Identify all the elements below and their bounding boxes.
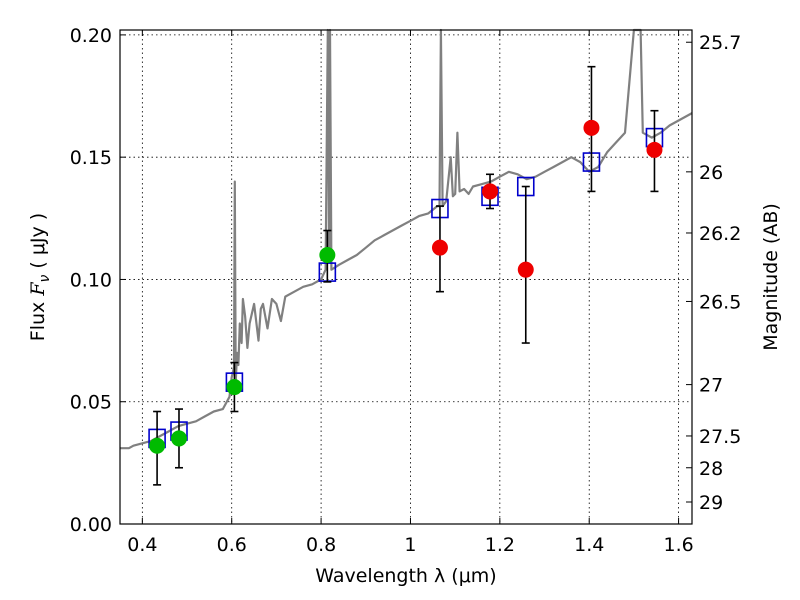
grid-layer <box>120 30 692 525</box>
y-tick-label: 0.00 <box>70 514 112 536</box>
x-tick-label: 1.6 <box>663 534 693 556</box>
x-tick-label: 1.2 <box>485 534 515 556</box>
observed-data-point <box>149 437 166 454</box>
x-tick-label: 0.4 <box>127 534 157 556</box>
x-tick-label: 1 <box>404 534 416 556</box>
y-tick-label: 0.10 <box>70 269 112 291</box>
y-tick-label: 0.15 <box>70 147 112 169</box>
series-layer <box>120 28 693 486</box>
tick-layer: 0.4 0.6 0.8 1 1.2 1.4 1.6 0.00 0.05 0.10 0.15 0.20 2… <box>70 25 742 556</box>
observed-data-point <box>646 141 663 158</box>
x-tick-label: 1.4 <box>574 534 604 556</box>
observed-data-point <box>482 183 499 200</box>
observed-data-point <box>583 119 600 136</box>
x-axis-label: Wavelength λ (μm) <box>315 565 496 587</box>
y2-tick-label: 25.7 <box>699 32 741 54</box>
y-axis-label-symbol: F <box>27 282 49 297</box>
y2-tick-label: 26.5 <box>699 291 741 313</box>
y-tick-label: 0.20 <box>70 25 112 47</box>
y-axis-label-prefix: Flux <box>27 296 49 342</box>
y2-tick-label: 26 <box>699 162 723 184</box>
observed-data-point <box>431 239 448 256</box>
spectrum-line <box>120 28 693 450</box>
plot-frame <box>119 29 693 525</box>
x-tick-label: 0.6 <box>217 534 247 556</box>
observed-data-point <box>517 261 534 278</box>
observed-data-point <box>226 379 243 396</box>
observed-data-point <box>319 246 336 263</box>
y2-tick-label: 26.2 <box>699 223 741 245</box>
observed-data-point <box>170 430 187 447</box>
y-axis-label: Flux Fν ( μJy ) <box>27 213 53 341</box>
y-axis-label-sub: ν <box>37 274 53 282</box>
y2-tick-label: 27.5 <box>699 426 741 448</box>
y2-tick-label: 28 <box>699 458 723 480</box>
y2-tick-label: 27 <box>699 375 723 397</box>
y-tick-label: 0.05 <box>70 392 112 414</box>
y2-tick-label: 29 <box>699 492 723 514</box>
y2-axis-label: Magnitude (AB) <box>760 203 782 351</box>
y-axis-label-suffix: ( μJy ) <box>27 213 49 275</box>
x-tick-label: 0.8 <box>306 534 336 556</box>
